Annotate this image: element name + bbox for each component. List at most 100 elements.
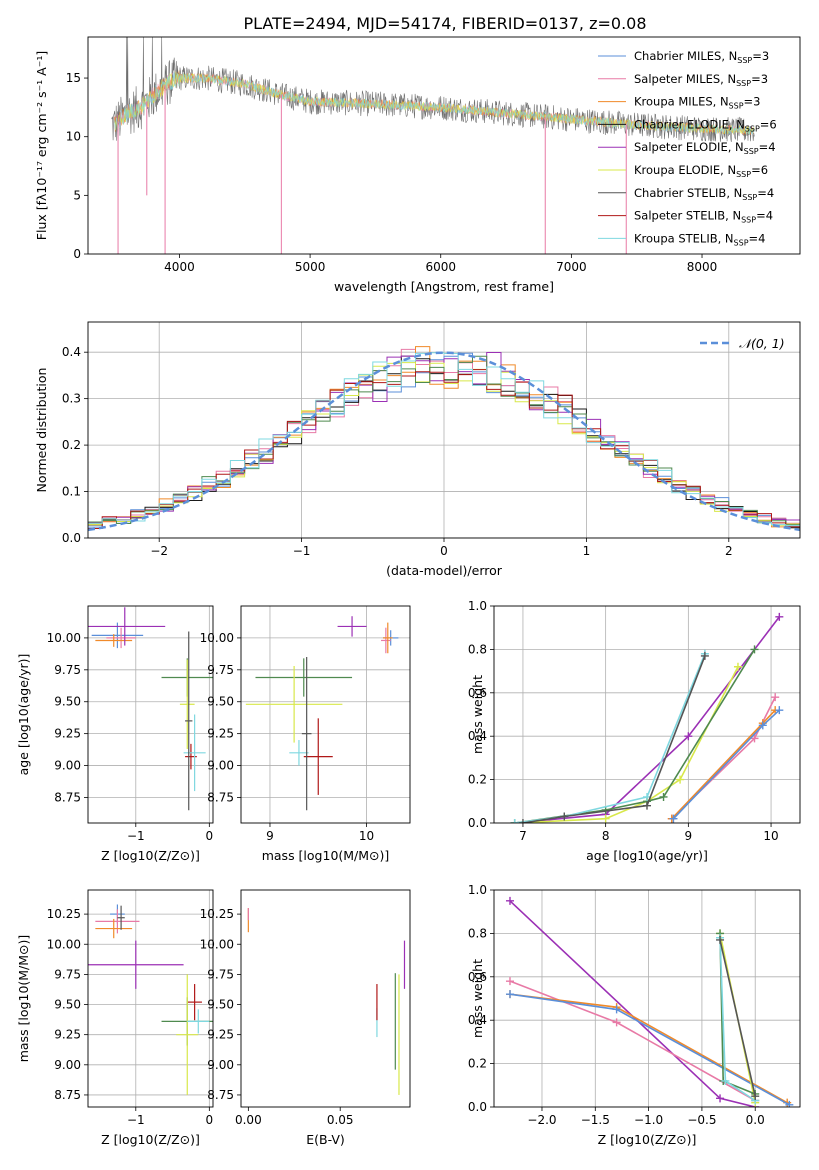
legend-label: 𝒩(0, 1) xyxy=(739,336,785,351)
y-tick-label: 0 xyxy=(73,247,81,261)
x-axis-label: Z [log10(Z/Z⊙)] xyxy=(101,1132,200,1147)
plot-area xyxy=(247,908,406,1095)
x-tick-label: 7000 xyxy=(556,260,587,274)
data-point xyxy=(505,896,514,905)
data-point xyxy=(716,1094,725,1103)
legend-label: Chabrier MILES, NSSP=3 xyxy=(634,49,769,65)
x-tick-label: 9 xyxy=(685,829,693,843)
x-tick-label: 10 xyxy=(359,829,374,843)
x-tick-label: 1 xyxy=(583,544,591,558)
data-point xyxy=(676,775,685,784)
y-tick-label: 0.6 xyxy=(468,970,487,984)
y-tick-label: 9.25 xyxy=(54,727,81,741)
data-point xyxy=(721,1076,730,1085)
panel-spectrum: Chabrier MILES, NSSP=3 Salpeter MILES, NS… xyxy=(34,36,801,294)
x-tick-label: −1 xyxy=(127,1113,145,1127)
data-point xyxy=(716,935,725,944)
series-line xyxy=(509,900,756,1107)
data-point xyxy=(775,612,784,621)
x-axis-label: Z [log10(Z/Z⊙)] xyxy=(598,1132,697,1147)
plot-area xyxy=(111,37,755,254)
y-tick-label: 9.75 xyxy=(54,967,81,981)
y-tick-label: 0.3 xyxy=(62,392,81,406)
data-point xyxy=(560,812,569,821)
x-tick-label: −1.5 xyxy=(581,1113,610,1127)
legend-label: Kroupa ELODIE, NSSP=6 xyxy=(634,163,768,179)
data-point xyxy=(669,814,678,823)
y-axis-label: mass weight xyxy=(470,675,485,754)
y-tick-label: 0.0 xyxy=(468,816,487,830)
series-line xyxy=(522,655,706,823)
legend-label: Salpeter MILES, NSSP=3 xyxy=(634,72,768,88)
y-tick-label: 10 xyxy=(66,130,81,144)
y-axis-label: age [log10(age/yr)] xyxy=(16,654,31,776)
legend: Chabrier MILES, NSSP=3 Salpeter MILES, NS… xyxy=(598,49,777,247)
y-tick-label: 0.2 xyxy=(468,1057,487,1071)
series-line xyxy=(509,993,790,1106)
axes-frame xyxy=(87,889,214,1108)
x-tick-label: 5000 xyxy=(295,260,326,274)
plot-area xyxy=(494,890,800,1107)
y-tick-label: 0.0 xyxy=(468,1100,487,1114)
y-tick-label: 9.00 xyxy=(207,1058,234,1072)
legend-label: Kroupa STELIB, NSSP=4 xyxy=(634,231,765,247)
y-tick-label: 9.00 xyxy=(54,1058,81,1072)
y-tick-label: 5 xyxy=(73,188,81,202)
data-point xyxy=(684,732,693,741)
data-point xyxy=(750,645,759,654)
y-tick-label: 8.75 xyxy=(54,790,81,804)
y-tick-label: 9.25 xyxy=(207,727,234,741)
axes-frame xyxy=(493,889,801,1108)
y-tick-label: 1.0 xyxy=(468,883,487,897)
y-tick-label: 8.75 xyxy=(54,1088,81,1102)
axes-frame xyxy=(493,605,801,824)
y-tick-label: 1.0 xyxy=(468,599,487,613)
y-tick-label: 10.00 xyxy=(200,937,234,951)
plot-area xyxy=(88,606,213,823)
data-point xyxy=(751,1092,760,1101)
x-tick-label: 10 xyxy=(763,829,778,843)
y-tick-label: 10.25 xyxy=(47,907,81,921)
panel-mass_vs_Z: −1 0 8.75 9.00 9.25 9.50 9.75 10.00 10.25 Z [log1… xyxy=(16,889,214,1147)
data-point xyxy=(505,990,514,999)
x-tick-label: 0.0 xyxy=(746,1113,765,1127)
y-axis-label: mass [log10(M/M⊙)] xyxy=(16,935,31,1063)
panel-massweight_vs_age: 7 8 9 10 0.0 0.2 0.4 0.6 0.8 1.0 age [log10(age/yr… xyxy=(468,599,801,863)
x-tick-label: 0 xyxy=(206,1113,214,1127)
x-axis-label: (data-model)/error xyxy=(386,563,503,578)
y-tick-label: 10.25 xyxy=(200,907,234,921)
data-point xyxy=(733,662,742,671)
y-tick-label: 10.00 xyxy=(47,631,81,645)
y-tick-label: 10.00 xyxy=(47,937,81,951)
y-tick-label: 0.8 xyxy=(468,642,487,656)
x-tick-label: 2 xyxy=(725,544,733,558)
data-point xyxy=(510,819,519,823)
data-point xyxy=(771,693,780,702)
spectrum-line xyxy=(113,72,755,135)
x-tick-label: 6000 xyxy=(425,260,456,274)
y-tick-label: 10.00 xyxy=(200,631,234,645)
residual-histogram xyxy=(88,346,800,529)
legend-label: Salpeter ELODIE, NSSP=4 xyxy=(634,140,776,156)
panel-age_vs_Z: −1 0 8.75 9.00 9.25 9.50 9.75 10.00 Z [log10(Z/Z… xyxy=(16,605,214,863)
data-point xyxy=(659,792,668,801)
x-tick-label: 7 xyxy=(519,829,527,843)
legend-label: Salpeter STELIB, NSSP=4 xyxy=(634,209,773,225)
series-line xyxy=(719,939,756,1097)
data-point xyxy=(505,977,514,986)
y-tick-label: 9.50 xyxy=(207,998,234,1012)
data-point xyxy=(612,1018,621,1027)
x-axis-label: Z [log10(Z/Z⊙)] xyxy=(101,848,200,863)
x-tick-label: 0 xyxy=(206,829,214,843)
y-tick-label: 0.4 xyxy=(62,345,81,359)
legend-label: Chabrier ELODIE, NSSP=6 xyxy=(634,117,777,133)
y-tick-label: 0.4 xyxy=(468,729,487,743)
y-tick-label: 15 xyxy=(66,71,81,85)
y-tick-label: 9.75 xyxy=(207,663,234,677)
plot-area xyxy=(88,890,213,1107)
y-tick-label: 0.4 xyxy=(468,1013,487,1027)
panel-massweight_vs_Z: −2.0 −1.5 −1.0 −0.5 0.0 0.0 0.2 0.4 0.6 0.8 1.0 Z [… xyxy=(468,883,801,1147)
data-point xyxy=(785,1100,794,1107)
y-tick-label: 9.00 xyxy=(54,759,81,773)
plot-area xyxy=(494,606,800,823)
